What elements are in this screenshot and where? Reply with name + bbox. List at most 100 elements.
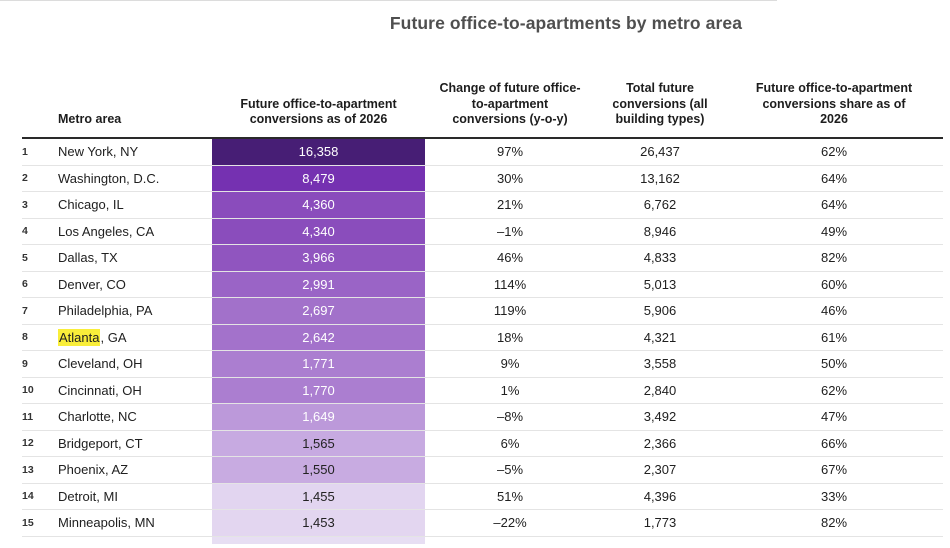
total-cell: 13,162 <box>640 170 680 186</box>
metro-cell: Minneapolis, MN <box>58 515 155 531</box>
change-cell: 21% <box>496 197 524 213</box>
share-cell: 82% <box>820 515 848 531</box>
metro-cell: New York, NY <box>58 144 139 160</box>
conversions-heatmap-cell: 2,991 <box>212 271 425 297</box>
share-cell: 49% <box>820 223 848 239</box>
share-cell: 64% <box>820 170 848 186</box>
change-cell: 114% <box>493 276 527 292</box>
partial-row-cell <box>212 536 425 544</box>
metro-cell: Los Angeles, CA <box>58 223 155 239</box>
column-header-conversions: Future office-to-apartment conversions a… <box>240 96 397 127</box>
table-row: 14 Detroit, MI 1,455 51% 4,396 33% <box>22 483 943 510</box>
table-row: 13 Phoenix, AZ 1,550 –5% 2,307 67% <box>22 457 943 484</box>
table-row: 1 New York, NY 16,358 97% 26,437 62% <box>22 139 943 166</box>
metro-cell: Cincinnati, OH <box>58 382 142 398</box>
column-header-share: Future office-to-apartment conversions s… <box>755 81 913 127</box>
conversions-heatmap-cell: 1,770 <box>212 377 425 403</box>
total-cell: 4,396 <box>643 488 677 504</box>
highlighted-metro-text: Atlanta <box>58 328 101 346</box>
metro-cell: Detroit, MI <box>58 488 118 504</box>
total-cell: 2,840 <box>643 382 677 398</box>
share-cell: 33% <box>820 488 848 504</box>
table-row: 12 Bridgeport, CT 1,565 6% 2,366 66% <box>22 430 943 457</box>
change-cell: 6% <box>500 435 520 451</box>
conversions-heatmap-cell: 1,649 <box>212 404 425 430</box>
total-cell: 5,013 <box>643 276 677 292</box>
metro-cell: Cleveland, OH <box>58 356 143 372</box>
metro-cell: Denver, CO <box>58 276 126 292</box>
rank-cell: 9 <box>22 357 28 370</box>
change-cell: 9% <box>500 356 520 372</box>
page-title: Future office-to-apartments by metro are… <box>389 13 743 33</box>
change-cell: –8% <box>496 409 524 425</box>
share-cell: 60% <box>820 276 848 292</box>
metro-cell: Charlotte, NC <box>58 409 137 425</box>
change-cell: 30% <box>496 170 524 186</box>
change-cell: –1% <box>496 223 524 239</box>
change-cell: –22% <box>493 515 527 531</box>
rank-cell: 10 <box>22 384 34 397</box>
rank-cell: 4 <box>22 225 28 238</box>
table-row: 7 Philadelphia, PA 2,697 119% 5,906 46% <box>22 298 943 325</box>
change-cell: 46% <box>496 250 524 266</box>
conversions-heatmap-cell: 4,340 <box>212 218 425 244</box>
share-cell: 62% <box>820 382 848 398</box>
column-header-change: Change of future office-to-apartment con… <box>439 81 581 127</box>
share-cell: 62% <box>820 144 848 160</box>
metro-cell: Atlanta, GA <box>58 328 127 346</box>
table-row: 8 Atlanta, GA 2,642 18% 4,321 61% <box>22 324 943 351</box>
partial-row <box>22 536 943 544</box>
column-header-metro-area: Metro area <box>58 112 122 127</box>
metro-cell: Phoenix, AZ <box>58 462 129 478</box>
column-header-total: Total future conversions (all building t… <box>612 81 708 127</box>
rank-cell: 1 <box>22 145 28 158</box>
table-row: 11 Charlotte, NC 1,649 –8% 3,492 47% <box>22 404 943 431</box>
conversions-heatmap-cell: 2,697 <box>212 298 425 324</box>
table-row: 5 Dallas, TX 3,966 46% 4,833 82% <box>22 245 943 272</box>
share-cell: 46% <box>820 303 848 319</box>
total-cell: 2,366 <box>643 435 677 451</box>
rank-cell: 3 <box>22 198 28 211</box>
conversions-heatmap-cell: 4,360 <box>212 192 425 218</box>
metro-cell: Dallas, TX <box>58 250 118 266</box>
table-row: 6 Denver, CO 2,991 114% 5,013 60% <box>22 271 943 298</box>
metro-cell: Chicago, IL <box>58 197 124 213</box>
total-cell: 4,833 <box>643 250 677 266</box>
total-cell: 6,762 <box>643 197 677 213</box>
table-row: 10 Cincinnati, OH 1,770 1% 2,840 62% <box>22 377 943 404</box>
conversions-heatmap-cell: 2,642 <box>212 324 425 350</box>
conversions-heatmap-cell: 8,479 <box>212 165 425 191</box>
total-cell: 5,906 <box>643 303 677 319</box>
change-cell: 18% <box>496 329 524 345</box>
rank-cell: 12 <box>22 437 34 450</box>
metro-cell: Bridgeport, CT <box>58 435 143 451</box>
share-cell: 66% <box>820 435 848 451</box>
total-cell: 3,492 <box>643 409 677 425</box>
conversions-heatmap-cell: 3,966 <box>212 245 425 271</box>
share-cell: 61% <box>820 329 848 345</box>
conversions-heatmap-cell: 1,455 <box>212 483 425 509</box>
conversions-heatmap-cell: 1,565 <box>212 430 425 456</box>
table-row: 3 Chicago, IL 4,360 21% 6,762 64% <box>22 192 943 219</box>
conversions-heatmap-cell: 1,550 <box>212 457 425 483</box>
rank-cell: 15 <box>22 516 34 529</box>
share-cell: 82% <box>820 250 848 266</box>
table-row: 9 Cleveland, OH 1,771 9% 3,558 50% <box>22 351 943 378</box>
share-cell: 50% <box>820 356 848 372</box>
total-cell: 2,307 <box>643 462 677 478</box>
change-cell: 97% <box>496 144 524 160</box>
rank-cell: 8 <box>22 331 28 344</box>
change-cell: –5% <box>496 462 524 478</box>
rank-cell: 14 <box>22 490 34 503</box>
total-cell: 4,321 <box>643 329 677 345</box>
share-cell: 67% <box>820 462 848 478</box>
rank-cell: 2 <box>22 172 28 185</box>
metro-table: Metro area Future office-to-apartment co… <box>22 54 943 544</box>
conversions-heatmap-cell: 16,358 <box>212 139 425 165</box>
total-cell: 26,437 <box>640 144 680 160</box>
table-header-row: Metro area Future office-to-apartment co… <box>22 54 943 139</box>
table-row: 4 Los Angeles, CA 4,340 –1% 8,946 49% <box>22 218 943 245</box>
rank-cell: 6 <box>22 278 28 291</box>
total-cell: 1,773 <box>643 515 677 531</box>
metro-cell: Washington, D.C. <box>58 170 160 186</box>
